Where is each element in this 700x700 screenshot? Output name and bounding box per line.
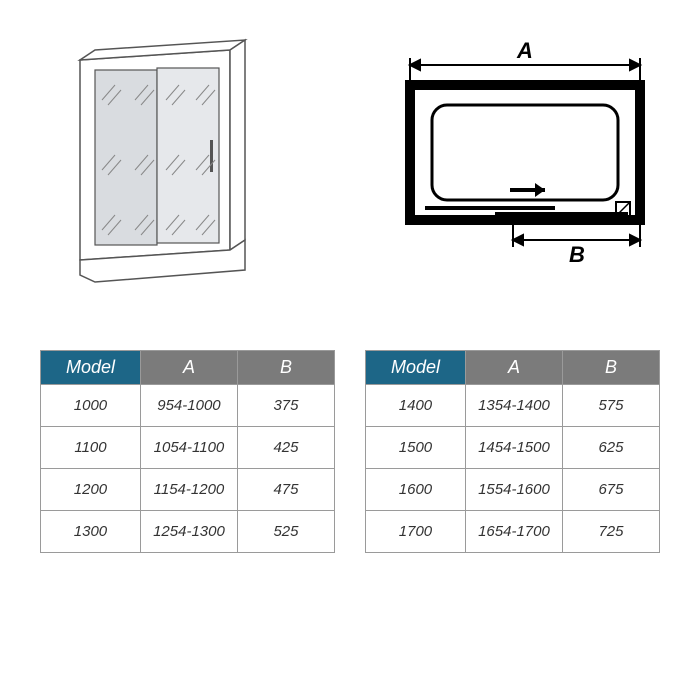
- col-header-a: A: [465, 351, 562, 385]
- table-row: 11001054-1100425: [41, 427, 335, 469]
- dim-label-a: A: [516, 40, 533, 63]
- col-header-model: Model: [41, 351, 141, 385]
- table-cell: 1000: [41, 385, 141, 427]
- table-cell: 1400: [366, 385, 466, 427]
- table-row: 15001454-1500625: [366, 427, 660, 469]
- table-cell: 475: [237, 469, 334, 511]
- table-cell: 1600: [366, 469, 466, 511]
- table-cell: 625: [562, 427, 659, 469]
- col-header-model: Model: [366, 351, 466, 385]
- table-cell: 1554-1600: [465, 469, 562, 511]
- table-cell: 725: [562, 511, 659, 553]
- dim-label-b: B: [569, 242, 585, 267]
- col-header-b: B: [237, 351, 334, 385]
- table-cell: 675: [562, 469, 659, 511]
- table-cell: 1454-1500: [465, 427, 562, 469]
- table-cell: 1254-1300: [140, 511, 237, 553]
- enclosure-plan-diagram: A B: [380, 40, 660, 270]
- col-header-b: B: [562, 351, 659, 385]
- spec-table-1: ModelAB 1000954-100037511001054-11004251…: [40, 350, 335, 553]
- table-cell: 1700: [366, 511, 466, 553]
- table-row: 12001154-1200475: [41, 469, 335, 511]
- table-cell: 1354-1400: [465, 385, 562, 427]
- table-row: 13001254-1300525: [41, 511, 335, 553]
- table-cell: 1154-1200: [140, 469, 237, 511]
- table-cell: 575: [562, 385, 659, 427]
- table-cell: 375: [237, 385, 334, 427]
- table-cell: 1100: [41, 427, 141, 469]
- col-header-a: A: [140, 351, 237, 385]
- table-cell: 1054-1100: [140, 427, 237, 469]
- table-cell: 1300: [41, 511, 141, 553]
- table-cell: 525: [237, 511, 334, 553]
- table-row: 14001354-1400575: [366, 385, 660, 427]
- table-row: 17001654-1700725: [366, 511, 660, 553]
- table-cell: 425: [237, 427, 334, 469]
- table-row: 1000954-1000375: [41, 385, 335, 427]
- table-row: 16001554-1600675: [366, 469, 660, 511]
- table-cell: 954-1000: [140, 385, 237, 427]
- table-cell: 1200: [41, 469, 141, 511]
- table-cell: 1500: [366, 427, 466, 469]
- enclosure-iso-illustration: [40, 30, 260, 290]
- spec-table-2: ModelAB 14001354-140057515001454-1500625…: [365, 350, 660, 553]
- table-cell: 1654-1700: [465, 511, 562, 553]
